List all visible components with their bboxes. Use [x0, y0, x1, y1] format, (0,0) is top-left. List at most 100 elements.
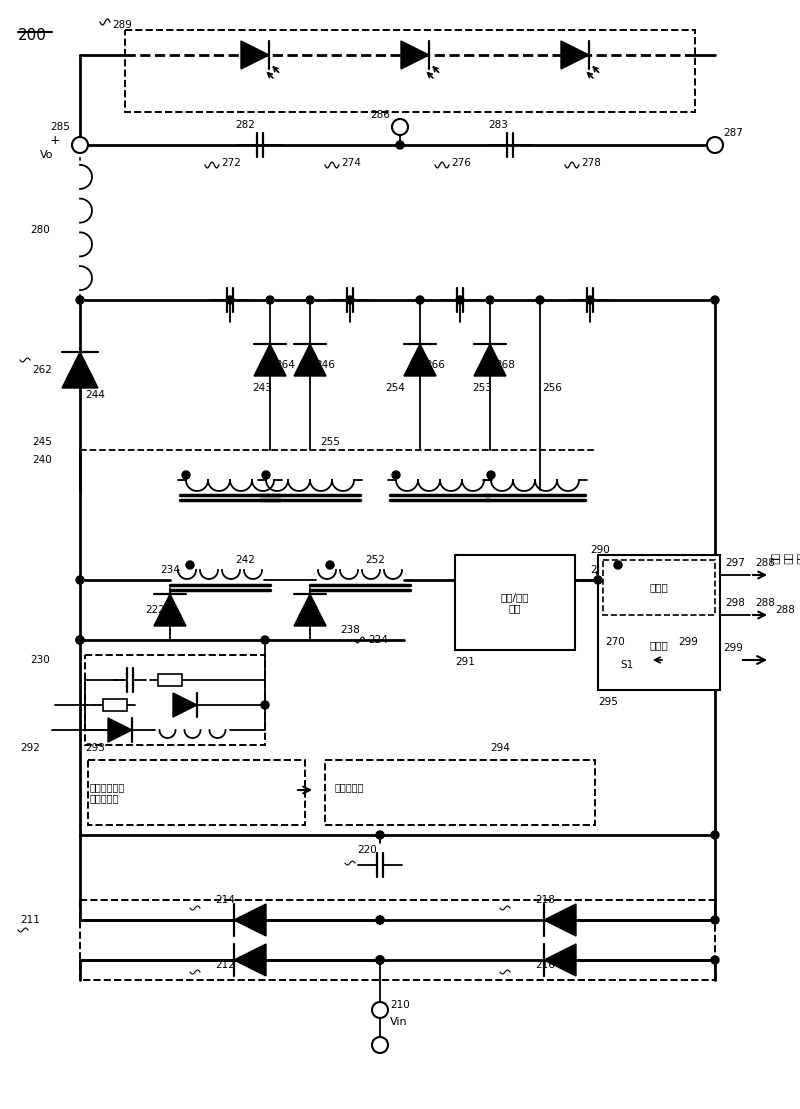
Circle shape: [711, 916, 719, 924]
Text: 290: 290: [590, 545, 610, 554]
Text: 293: 293: [85, 743, 105, 753]
Circle shape: [707, 138, 723, 153]
Text: 283: 283: [488, 120, 508, 130]
Text: 282: 282: [235, 120, 255, 130]
Circle shape: [262, 471, 270, 479]
Text: 266: 266: [425, 360, 445, 370]
Circle shape: [261, 635, 269, 644]
Circle shape: [416, 296, 424, 304]
Text: 272: 272: [221, 157, 241, 167]
Circle shape: [261, 701, 269, 709]
Polygon shape: [544, 904, 576, 936]
Text: 288: 288: [755, 598, 775, 608]
Text: 264: 264: [275, 360, 295, 370]
Text: 214: 214: [215, 895, 235, 905]
Text: 299: 299: [678, 637, 698, 647]
Text: 功率变换器: 功率变换器: [335, 782, 364, 792]
Text: 256: 256: [542, 383, 562, 393]
Text: 220: 220: [357, 845, 377, 855]
Bar: [158, 674, 182, 686]
Circle shape: [711, 956, 719, 964]
Polygon shape: [108, 718, 132, 742]
Text: 253: 253: [472, 383, 492, 393]
Text: 298: 298: [725, 598, 745, 608]
Text: Vin: Vin: [390, 1017, 408, 1027]
Bar: [103, 699, 127, 711]
Text: 控制器: 控制器: [650, 640, 668, 650]
Polygon shape: [234, 944, 266, 976]
Circle shape: [376, 916, 384, 924]
Circle shape: [372, 1037, 388, 1054]
Circle shape: [594, 576, 602, 584]
Circle shape: [376, 956, 384, 964]
Text: 288: 288: [615, 557, 635, 567]
Text: 243: 243: [252, 383, 272, 393]
Text: 开关: 开关: [770, 553, 780, 564]
Text: 218: 218: [535, 895, 555, 905]
Bar: [325, 760, 595, 825]
Bar: [598, 554, 720, 690]
Text: 285: 285: [50, 122, 70, 132]
Text: 278: 278: [581, 157, 601, 167]
Text: -: -: [718, 136, 723, 150]
Polygon shape: [401, 41, 429, 69]
Text: 286: 286: [370, 110, 390, 120]
Text: 驱动: 驱动: [783, 553, 793, 564]
Text: 比较器: 比较器: [650, 582, 668, 592]
Circle shape: [76, 635, 84, 644]
Circle shape: [346, 296, 354, 304]
Text: 242: 242: [235, 554, 255, 564]
Polygon shape: [154, 594, 186, 625]
Text: 246: 246: [315, 360, 335, 370]
Text: 295: 295: [598, 696, 618, 708]
Text: 280: 280: [30, 225, 50, 235]
Bar: [80, 901, 715, 980]
Text: 268: 268: [495, 360, 515, 370]
Text: 255: 255: [320, 437, 340, 447]
Circle shape: [614, 561, 622, 569]
Circle shape: [226, 296, 234, 304]
Text: 211: 211: [20, 915, 40, 925]
Bar: [125, 30, 695, 112]
Text: 224: 224: [368, 635, 388, 645]
Text: 245: 245: [32, 437, 52, 447]
Polygon shape: [561, 41, 589, 69]
Polygon shape: [241, 41, 269, 69]
Polygon shape: [294, 344, 326, 376]
Circle shape: [376, 956, 384, 964]
Circle shape: [306, 296, 314, 304]
Circle shape: [486, 296, 494, 304]
Text: 270: 270: [605, 637, 625, 647]
Text: 输出电流调整
功率变换器: 输出电流调整 功率变换器: [90, 782, 126, 804]
Text: 200: 200: [18, 28, 47, 43]
Circle shape: [392, 119, 408, 135]
Circle shape: [76, 296, 84, 304]
Polygon shape: [544, 944, 576, 976]
Text: 299: 299: [723, 643, 743, 653]
Polygon shape: [173, 693, 197, 718]
Text: 296: 296: [590, 564, 610, 574]
Text: 216: 216: [535, 960, 555, 970]
Circle shape: [72, 138, 88, 153]
Circle shape: [536, 296, 544, 304]
Polygon shape: [254, 344, 286, 376]
Text: 252: 252: [365, 554, 385, 564]
Circle shape: [372, 1003, 388, 1018]
Text: 222: 222: [145, 606, 165, 615]
Polygon shape: [404, 344, 436, 376]
Polygon shape: [474, 344, 506, 376]
Text: 244: 244: [85, 390, 105, 400]
Text: 212: 212: [215, 960, 235, 970]
Bar: [455, 554, 575, 650]
Circle shape: [266, 296, 274, 304]
Text: 288: 288: [775, 606, 795, 615]
Text: S1: S1: [620, 660, 634, 670]
Text: 234: 234: [160, 564, 180, 574]
Circle shape: [711, 831, 719, 840]
Circle shape: [76, 576, 84, 584]
Circle shape: [76, 635, 84, 644]
Circle shape: [182, 471, 190, 479]
Bar: [88, 760, 305, 825]
Text: 230: 230: [30, 655, 50, 665]
Text: 210: 210: [390, 1000, 410, 1010]
